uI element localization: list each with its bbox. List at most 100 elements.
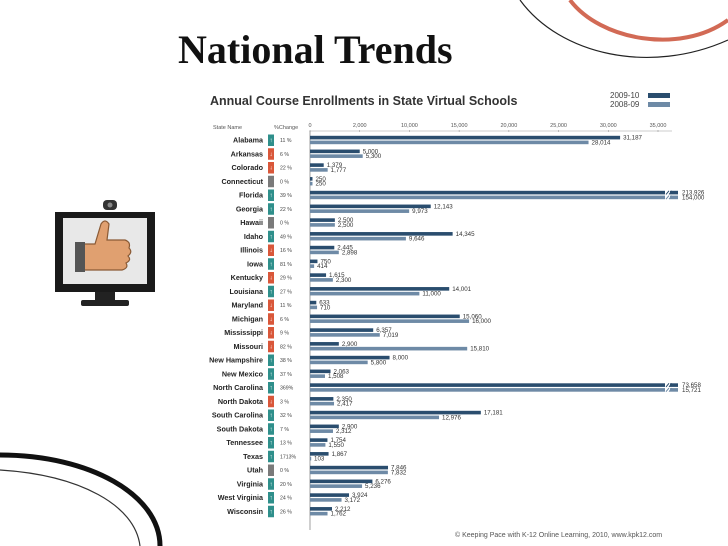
data-label: 14,345 [456,231,475,238]
change-direction-arrow: ↑ [270,372,273,378]
data-label: 6,357 [376,327,392,334]
change-direction-arrow: ↓ [270,317,273,323]
bar-2009-10 [310,465,389,470]
data-label: 2,417 [337,401,353,408]
percent-change: 82 % [280,344,292,350]
data-label: 3,924 [352,492,368,499]
data-label: 12,143 [434,203,453,210]
bar-2009-10 [310,479,373,484]
change-direction-arrow: ↓ [270,248,273,254]
percent-change: 1713% [280,454,297,460]
x-tick-label: 2,000 [353,123,367,129]
percent-change: 20 % [280,482,292,488]
bar-2009-10 [310,149,360,154]
change-direction-marker [268,217,274,229]
data-label: 1,754 [330,437,346,444]
bar-2008-09 [310,333,380,337]
state-label: South Dakota [217,424,264,433]
change-direction-marker [268,272,274,284]
percent-change: 22 % [280,207,292,213]
bar-2009-10 [310,438,328,442]
legend: 2009-10 2008-09 [610,91,670,109]
data-label: 9,646 [409,236,425,243]
change-direction-marker [268,162,274,174]
percent-change: 37 % [280,372,292,378]
chart-title: Annual Course Enrollments in State Virtu… [210,94,518,108]
thumbs-up-monitor-icon [55,200,155,306]
data-label: 1,777 [331,167,347,174]
bar-2009-10 [310,410,481,415]
bar-2008-09 [310,264,315,268]
state-label: Kentucky [231,273,263,282]
data-label: 1,550 [328,442,344,449]
change-column-header: %Change [274,125,298,131]
state-label: North Dakota [218,397,264,406]
change-direction-arrow: ↑ [270,413,273,419]
percent-change: 16 % [280,248,292,254]
change-direction-marker [268,505,274,518]
bar-2008-09 [310,401,335,406]
state-label: North Carolina [213,383,264,392]
data-label: 633 [319,300,330,307]
bar-2008-09 [310,236,406,241]
change-direction-arrow: ↑ [270,262,273,268]
change-direction-marker [268,492,274,504]
bar-2009-10 [310,300,317,305]
change-direction-arrow: ↓ [270,152,273,158]
change-direction-arrow: ↓ [270,303,273,309]
data-label: 1,379 [327,162,343,169]
x-tick-label: 0 [308,123,311,129]
change-direction-arrow: ↑ [270,482,273,488]
percent-change: 27 % [280,289,292,295]
change-direction-arrow: ↑ [270,358,273,364]
state-label: Michigan [232,314,263,323]
legend-swatch-2008-09 [648,102,670,107]
percent-change: 6 % [280,317,289,323]
change-direction-marker [268,134,274,146]
data-label: 5,800 [371,359,387,366]
bar-2009-10 [310,273,327,277]
data-label: 2,445 [337,245,353,252]
change-direction-arrow: ↑ [270,138,273,144]
percent-change: 369% [280,386,294,392]
legend-label-2009-10: 2009-10 [610,91,640,100]
state-label: Idaho [244,232,264,241]
data-label: 2,212 [335,506,351,513]
state-column-header: State Name [213,125,242,131]
bar-2009-10 [310,204,431,209]
data-label: 15,721 [682,387,701,394]
state-label: Texas [243,452,263,461]
data-label: 31,187 [623,135,642,142]
data-label: 1,867 [332,451,348,458]
x-tick-label: 25,000 [550,123,567,129]
bar-2009-10 [310,232,453,236]
percent-change: 7 % [280,427,289,433]
percent-change: 29 % [280,276,292,282]
bar-2008-09 [310,154,363,158]
data-label: 2,898 [342,249,358,256]
percent-change: 0 % [280,221,289,227]
state-label: New Mexico [222,369,264,378]
data-label: 250 [315,176,326,183]
change-direction-marker [268,258,274,270]
data-label: 15,810 [470,346,489,353]
state-label: West Virginia [218,493,264,502]
change-direction-arrow: ↑ [270,234,273,240]
data-label: 5,000 [363,148,379,155]
legend-swatch-2009-10 [648,93,670,98]
change-direction-marker [268,175,274,188]
change-direction-marker [268,285,274,298]
legend-label-2008-09: 2008-09 [610,100,640,109]
bar-2009-10 [310,287,450,291]
bar-2008-09 [310,443,326,447]
change-direction-marker [268,327,274,339]
state-label: Mississippi [224,328,263,337]
state-label: Utah [247,466,263,475]
change-direction-arrow: ↓ [270,331,273,337]
percent-change: 22 % [280,166,292,172]
bar-2009-10 [310,355,390,360]
state-label: Connecticut [221,177,263,186]
percent-change: 9 % [280,331,289,337]
data-label: 2,500 [338,217,354,224]
